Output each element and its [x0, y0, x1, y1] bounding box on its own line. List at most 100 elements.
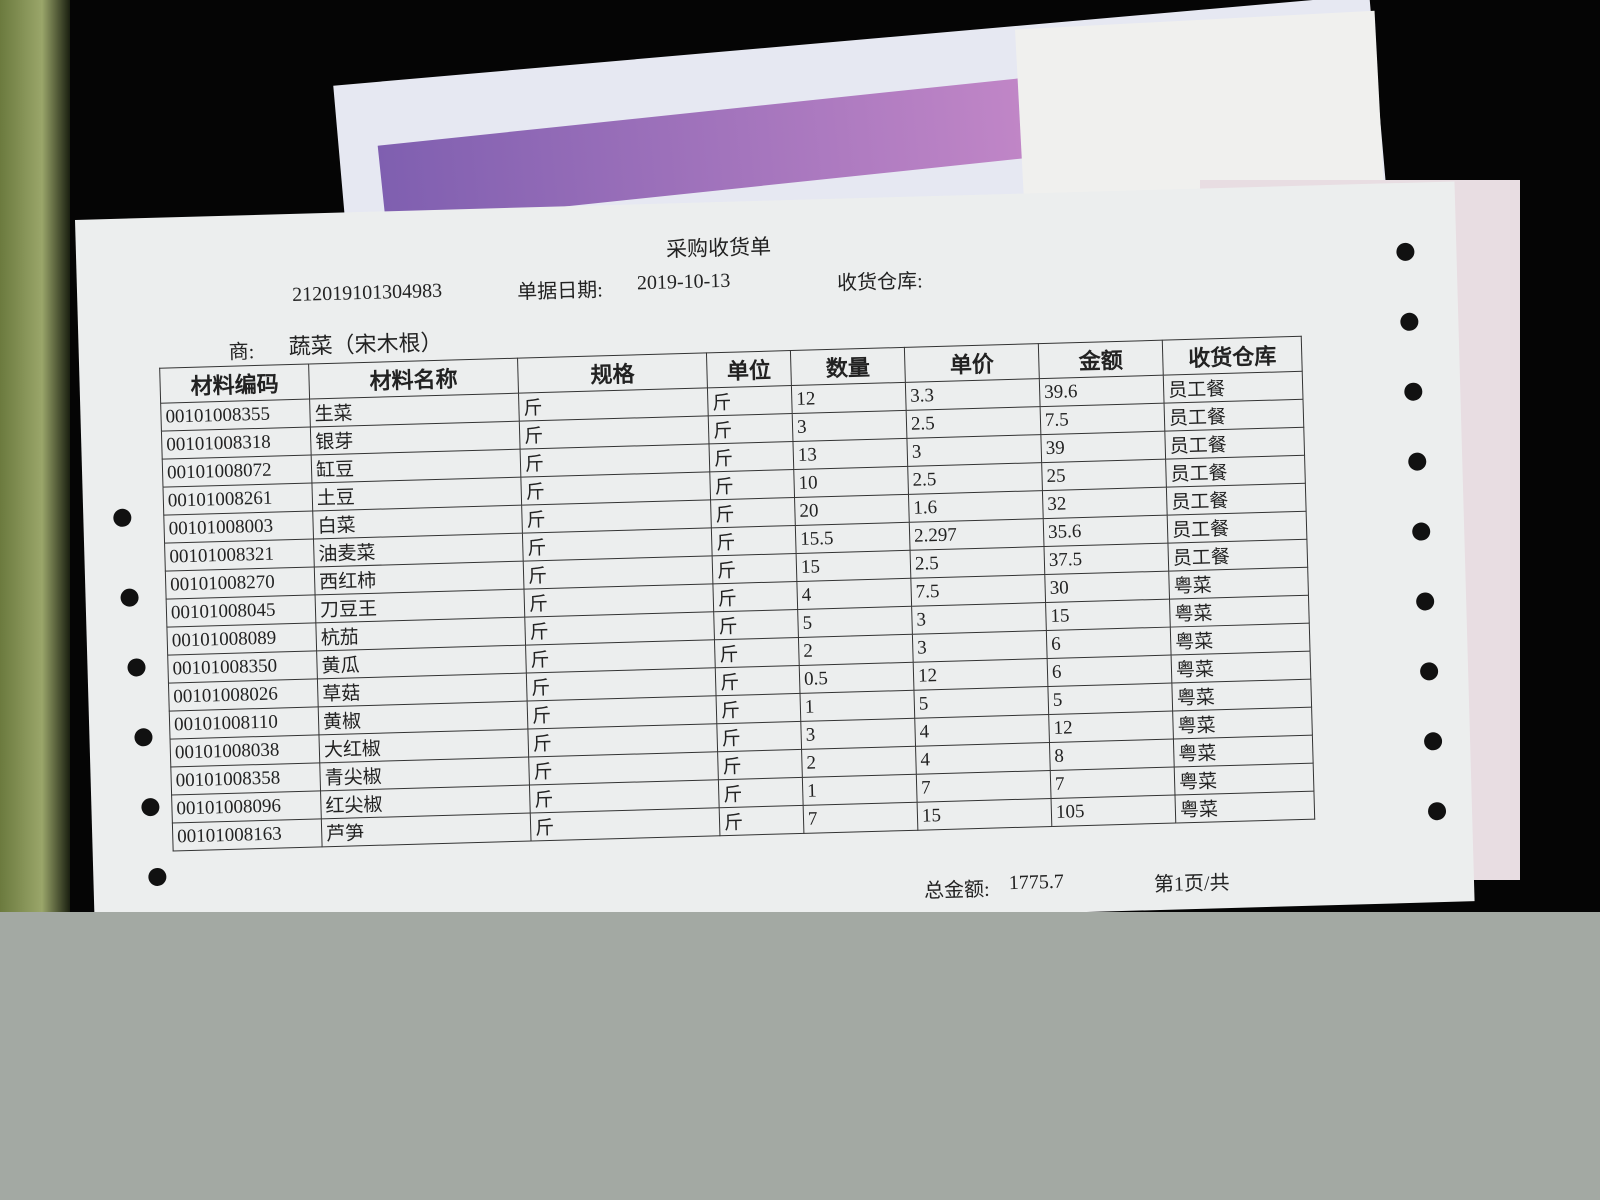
table-cell: 00101008270 — [165, 566, 316, 600]
table-cell: 25 — [1041, 459, 1167, 491]
table-cell: 39.6 — [1039, 375, 1165, 407]
column-header: 数量 — [790, 347, 906, 386]
table-cell: 00101008038 — [170, 734, 320, 768]
column-header: 规格 — [517, 352, 708, 394]
table-cell: 粤菜 — [1172, 707, 1313, 740]
gray-band — [0, 912, 1600, 1200]
hole — [141, 797, 160, 817]
page-number: 第1页/共 — [1153, 872, 1230, 897]
table-cell: 3.3 — [905, 378, 1041, 411]
supplier-label: 商: — [228, 341, 255, 364]
table-cell: 3 — [792, 410, 907, 442]
table-cell: 35.6 — [1043, 515, 1168, 547]
hole — [120, 588, 139, 607]
table-cell: 斤 — [713, 609, 799, 640]
table-cell: 2 — [801, 746, 917, 778]
table-cell: 00101008045 — [166, 594, 316, 628]
table-cell: 粤菜 — [1174, 791, 1315, 823]
table-cell: 37.5 — [1043, 543, 1169, 575]
table-cell: 2.5 — [907, 462, 1043, 495]
table-cell: 员工餐 — [1165, 455, 1306, 488]
table-cell: 00101008321 — [164, 538, 315, 572]
column-header: 材料编码 — [159, 364, 310, 404]
table-cell: 员工餐 — [1164, 399, 1304, 432]
table-cell: 粤菜 — [1168, 567, 1309, 600]
table-cell: 5 — [797, 606, 913, 638]
table-cell: 斤 — [710, 497, 796, 528]
table-cell: 5 — [913, 686, 1049, 719]
table-cell: 30 — [1044, 571, 1170, 603]
table-cell: 斤 — [708, 441, 794, 472]
table-cell: 斤 — [719, 805, 804, 836]
table-cell: 105 — [1051, 795, 1176, 827]
total-label: 总金额: — [923, 878, 990, 903]
table-cell: 0.5 — [799, 662, 914, 694]
table-cell: 00101008096 — [171, 790, 322, 824]
table-cell: 13 — [792, 438, 908, 470]
table-cell: 2.5 — [906, 406, 1041, 439]
column-header: 收货仓库 — [1162, 336, 1303, 376]
table-cell: 3 — [912, 630, 1048, 663]
table-cell: 斤 — [718, 777, 804, 808]
table-cell: 6 — [1047, 655, 1172, 687]
hole — [148, 867, 167, 887]
hole — [1400, 312, 1419, 332]
table-cell: 斤 — [709, 469, 795, 500]
hole — [1404, 382, 1423, 401]
table-cell: 15 — [796, 550, 911, 582]
table-cell: 粤菜 — [1170, 623, 1311, 656]
table-cell: 7.5 — [1040, 403, 1165, 435]
table-cell: 00101008318 — [161, 427, 312, 460]
table-cell: 00101008355 — [160, 399, 311, 432]
table-cell: 6 — [1046, 627, 1172, 659]
table-cell: 粤菜 — [1174, 763, 1314, 796]
table-cell: 10 — [793, 466, 909, 498]
table-cell: 12 — [913, 658, 1048, 691]
hole — [1396, 242, 1415, 262]
receipt: 采购收货单 212019101304983 单据日期: 2019-10-13 收… — [75, 181, 1475, 940]
hole — [1419, 662, 1439, 681]
hole — [134, 728, 153, 747]
table-cell: 12 — [1048, 711, 1174, 743]
total: 1775.7 — [1008, 870, 1065, 895]
table-cell: 员工餐 — [1163, 371, 1303, 404]
table-cell: 芦笋 — [321, 813, 532, 847]
table-cell: 2 — [798, 634, 914, 666]
table-cell: 00101008110 — [169, 706, 319, 740]
table-cell: 7 — [916, 770, 1052, 803]
table-cell: 斤 — [716, 721, 802, 752]
table-cell: 斤 — [707, 385, 793, 416]
table-cell: 员工餐 — [1164, 427, 1305, 460]
column-header: 材料名称 — [308, 358, 519, 400]
hole — [1411, 522, 1431, 541]
warehouse-label: 收货仓库: — [836, 270, 923, 295]
table-cell: 粤菜 — [1173, 735, 1314, 768]
table-cell: 斤 — [530, 807, 720, 842]
table-cell: 00101008163 — [172, 818, 323, 852]
items-table: 材料编码 材料名称 规格 单位 数量 单价 金额 收货仓库 00101008355 生菜斤斤 12 3… — [159, 336, 1315, 852]
hole — [1423, 732, 1443, 751]
table-cell: 斤 — [712, 581, 798, 612]
table-cell: 1.6 — [908, 490, 1044, 523]
supplier: 蔬菜（宋木根） — [288, 329, 443, 360]
table-cell: 15.5 — [795, 522, 911, 554]
table-cell: 5 — [1047, 683, 1173, 715]
table-cell: 00101008089 — [166, 622, 317, 656]
column-header: 单位 — [706, 350, 792, 388]
table-cell: 20 — [794, 494, 910, 526]
table-cell: 粤菜 — [1169, 595, 1310, 628]
table-cell: 2.5 — [910, 546, 1045, 579]
table-cell: 00101008003 — [163, 510, 314, 544]
table-cell: 粤菜 — [1171, 679, 1312, 712]
table-cell: 斤 — [714, 637, 800, 668]
column-header: 单价 — [904, 343, 1040, 383]
column-header: 金额 — [1038, 340, 1164, 379]
hole — [1427, 801, 1447, 821]
hole — [1408, 452, 1427, 471]
date: 2019-10-13 — [636, 269, 731, 295]
date-label: 单据日期: — [516, 279, 604, 304]
table-cell: 00101008261 — [162, 482, 313, 516]
table-cell: 00101008350 — [167, 650, 318, 684]
table-cell: 15 — [1045, 599, 1171, 631]
